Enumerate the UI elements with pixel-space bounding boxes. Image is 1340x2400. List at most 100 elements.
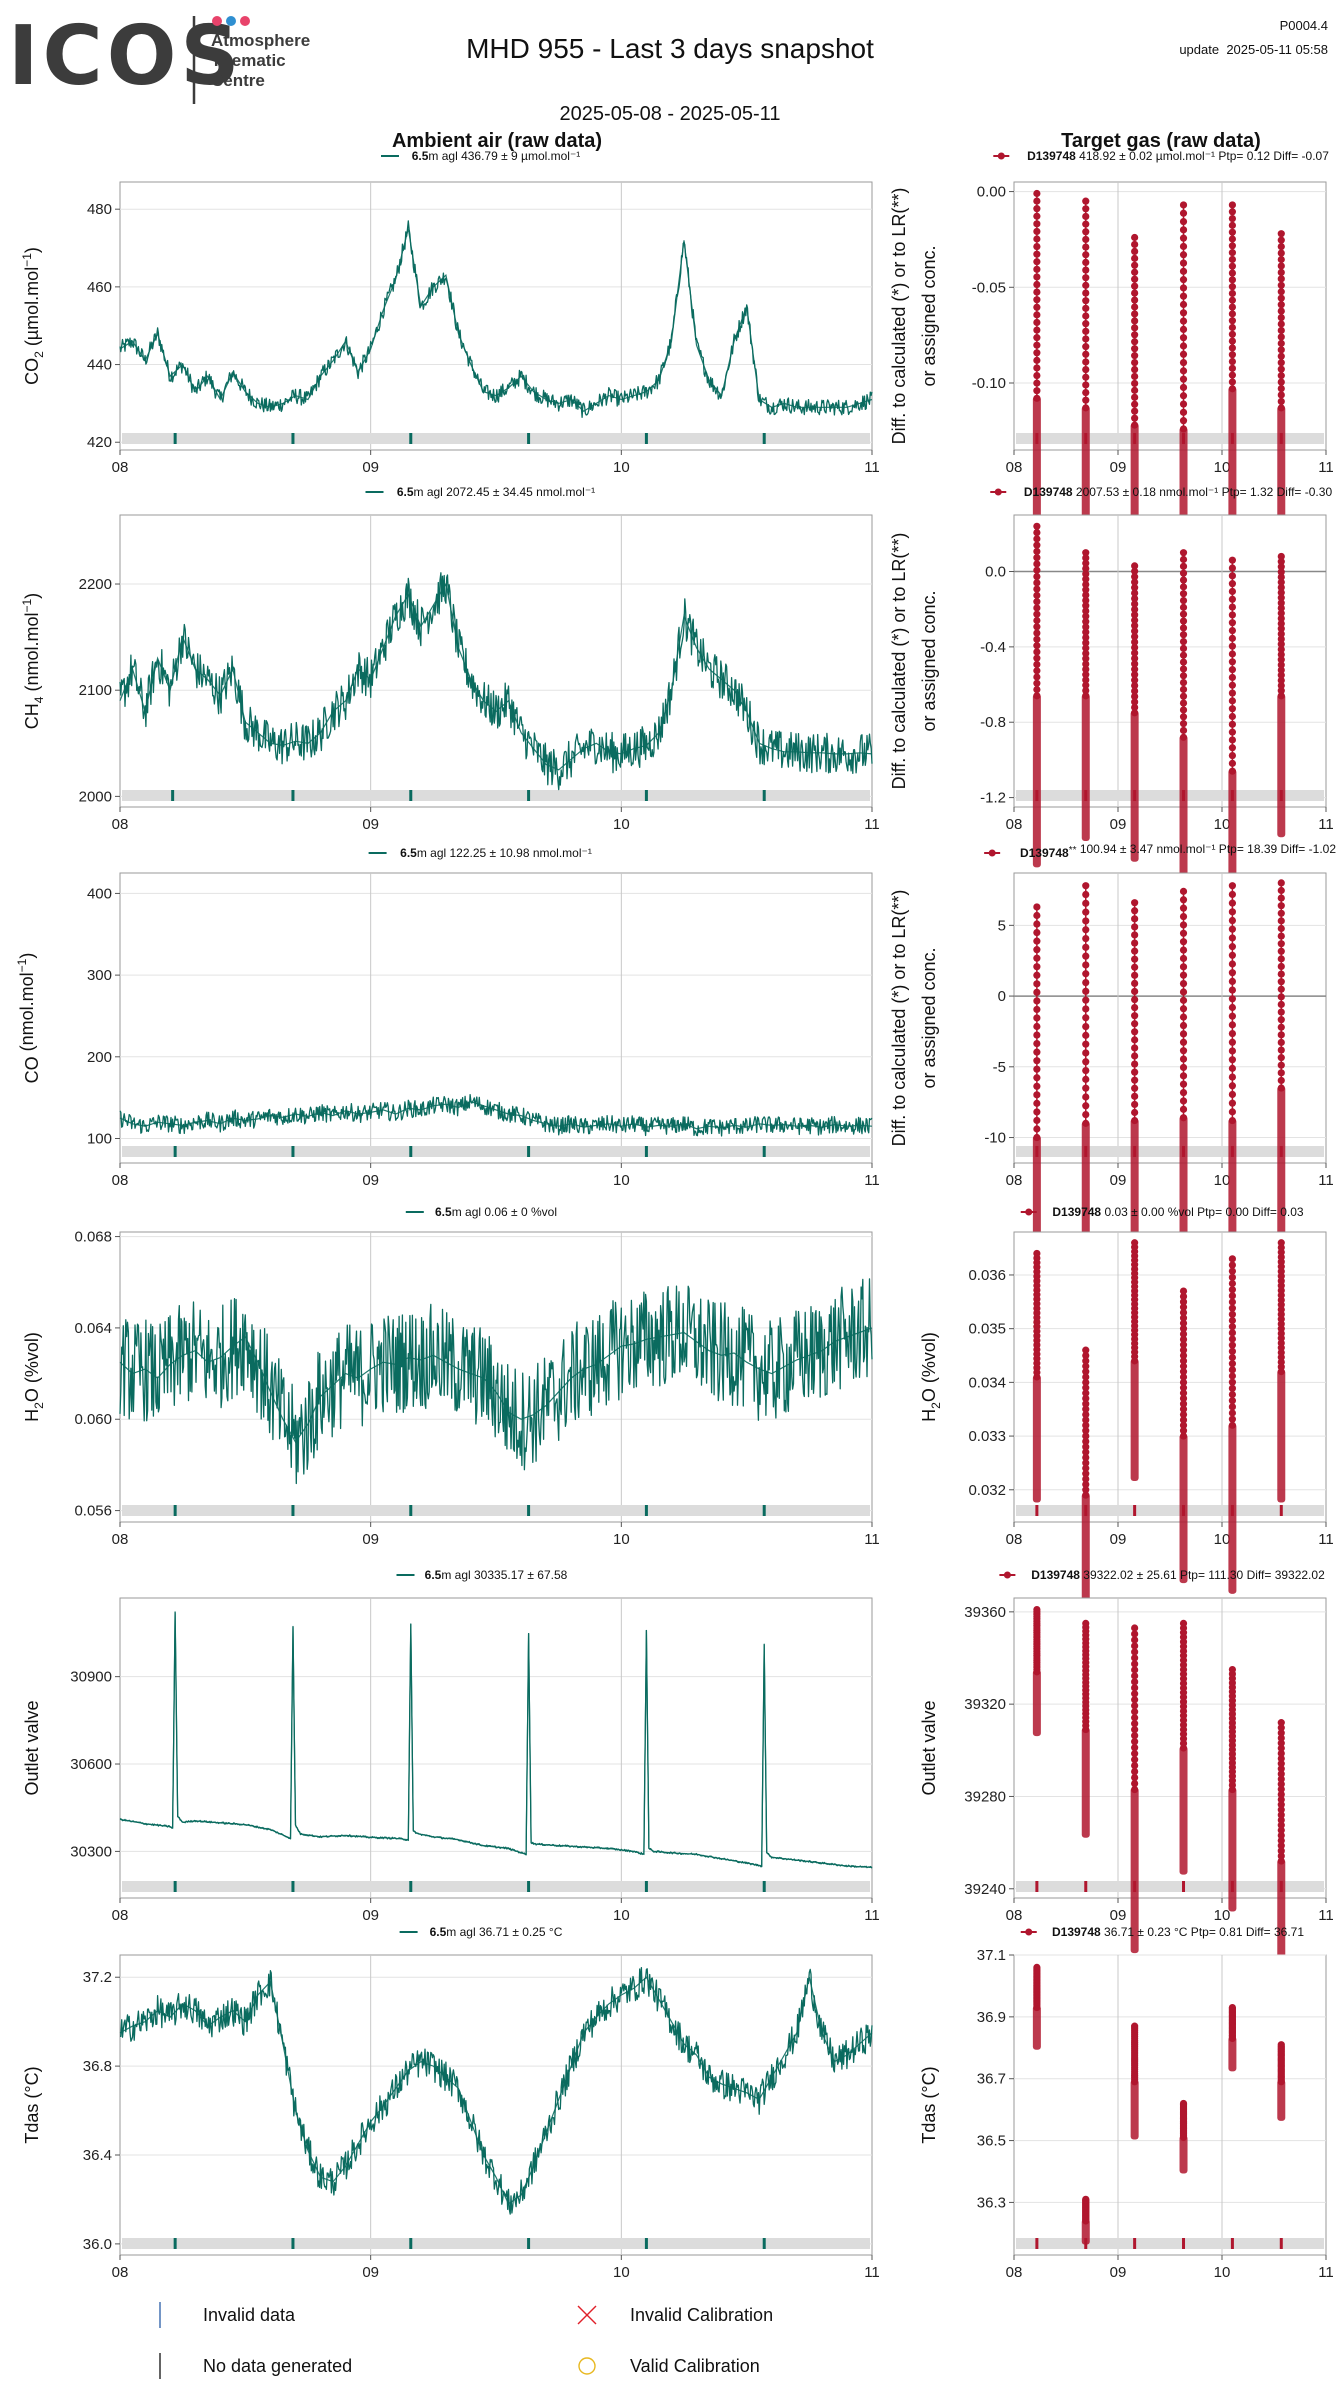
data-point [1277, 1790, 1285, 1799]
footer-legend-label: No data generated [203, 2356, 352, 2376]
data-point [1033, 547, 1041, 556]
data-point [1228, 337, 1236, 345]
data-point [1131, 1666, 1139, 1674]
x-tick-label: 09 [362, 1907, 379, 1924]
data-point [1033, 280, 1041, 289]
data-point [1179, 887, 1188, 895]
calibration-group [1032, 1605, 1041, 1737]
data-point-cluster [1130, 710, 1139, 862]
y-tick-label: 0.068 [74, 1229, 112, 1246]
calibration-marker [173, 1881, 177, 1892]
y-tick-label: -1.2 [980, 790, 1006, 807]
data-point [1228, 1292, 1236, 1300]
x-tick-label: 10 [613, 2264, 630, 2281]
data-point [1277, 661, 1285, 669]
chart-target-h2o: 0.036 0.035 0.034 0.033 0.032 08 09 10 11 D139748… [919, 1205, 1334, 1643]
plot-frame [119, 872, 873, 1164]
y-tick-label: 39320 [964, 1696, 1006, 1713]
data-point [1277, 902, 1285, 910]
data-point [1082, 1049, 1090, 1057]
data-point [1277, 599, 1285, 607]
data-point [1033, 937, 1041, 945]
series-keypoints-line [119, 228, 873, 412]
y-axis-label: H2O (%vol) [22, 1332, 46, 1422]
legend-text: 100.94 ± 3.47 nmol.mol⁻¹ Ptp= 18.39 Diff… [1076, 842, 1336, 856]
data-point [1277, 671, 1285, 679]
y-axis-label-line: Diff. to calculated (*) or to LR(**) [889, 533, 909, 790]
data-point [1228, 1064, 1236, 1072]
legend-cylinder-id: D139748 [1020, 846, 1069, 860]
data-point [1082, 205, 1090, 213]
data-point [1131, 310, 1139, 318]
data-point [1033, 189, 1041, 198]
data-point [1228, 1341, 1236, 1349]
data-point [1082, 882, 1090, 890]
data-point [1228, 1073, 1236, 1081]
data-point [1179, 562, 1188, 570]
data-point [1179, 1063, 1188, 1072]
data-point [1228, 214, 1236, 223]
series-line [119, 1093, 873, 1137]
calibration-marker [409, 1505, 413, 1516]
chart-target-tdas: 37.1 36.9 36.7 36.5 36.3 08 09 10 11 D139748 36.7… [919, 1925, 1334, 2281]
calibration-group [1130, 562, 1139, 862]
data-point [1082, 961, 1090, 969]
series-keypoints-line [119, 1612, 873, 1868]
data-point [1131, 676, 1139, 684]
data-point [1277, 1765, 1285, 1773]
data-point [1131, 400, 1139, 408]
data-point [1131, 654, 1139, 662]
calibration-marker [291, 1505, 295, 1516]
data-point [1082, 1389, 1090, 1397]
y-tick-label: 480 [87, 201, 112, 218]
data-point [1179, 1308, 1188, 1317]
data-point [1179, 1030, 1188, 1038]
data-point [1131, 372, 1139, 381]
footer-legend-item: Invalid data [159, 2302, 296, 2328]
data-point [1277, 1724, 1285, 1732]
data-point [1228, 728, 1236, 736]
y-tick-label: -5 [993, 1059, 1006, 1076]
data-point [1228, 595, 1236, 603]
data-point [1179, 342, 1188, 350]
legend-text: m agl 2072.45 ± 34.45 nmol.mol⁻¹ [414, 485, 596, 499]
chart-ambient-ch4: 2000 2100 2200 08 09 10 11 6.5m agl 2072.45 ± 3… [20, 485, 880, 833]
data-point [1277, 307, 1285, 315]
data-point [1082, 996, 1090, 1004]
y-tick-label: 0.0 [985, 564, 1006, 581]
chart-legend: 6.5m agl 30335.17 ± 67.58 [396, 1568, 568, 1582]
data-point [1082, 591, 1090, 599]
y-tick-label: 36.9 [977, 2009, 1006, 2026]
chart-legend: 6.5m agl 122.25 ± 10.98 nmol.mol⁻¹ [368, 846, 592, 860]
data-point [1033, 988, 1041, 996]
data-point [1082, 1410, 1090, 1419]
y-tick-label: -0.4 [980, 639, 1006, 656]
series-keypoints-line [119, 1101, 873, 1130]
data-point [1033, 667, 1041, 675]
data-point [1131, 1012, 1139, 1020]
data-point [1131, 1708, 1139, 1716]
data-point [1228, 1665, 1236, 1674]
data-point [1082, 612, 1090, 620]
data-point-cluster [1228, 1787, 1237, 1912]
calibration-marker [527, 1146, 531, 1157]
calibration-marker [1133, 1505, 1137, 1516]
data-point [1277, 552, 1285, 561]
data-point [1131, 1732, 1139, 1740]
data-point [1228, 908, 1236, 916]
data-point [1228, 1347, 1236, 1355]
data-point [1228, 228, 1236, 236]
y-tick-label: 36.5 [977, 2133, 1006, 2150]
data-point [1082, 1470, 1090, 1478]
data-point [1179, 1421, 1188, 1429]
y-axis-label-part: ) [22, 593, 42, 599]
data-point [1228, 371, 1236, 379]
y-tick-label: 39360 [964, 1604, 1006, 1621]
data-point [1131, 671, 1139, 679]
y-tick-label: 36.3 [977, 2194, 1006, 2211]
data-point [1228, 296, 1236, 304]
x-tick-label: 11 [864, 1907, 880, 1924]
calibration-group [1228, 1665, 1237, 1912]
data-point [1131, 963, 1139, 971]
data-point-cluster [1032, 2005, 1041, 2050]
